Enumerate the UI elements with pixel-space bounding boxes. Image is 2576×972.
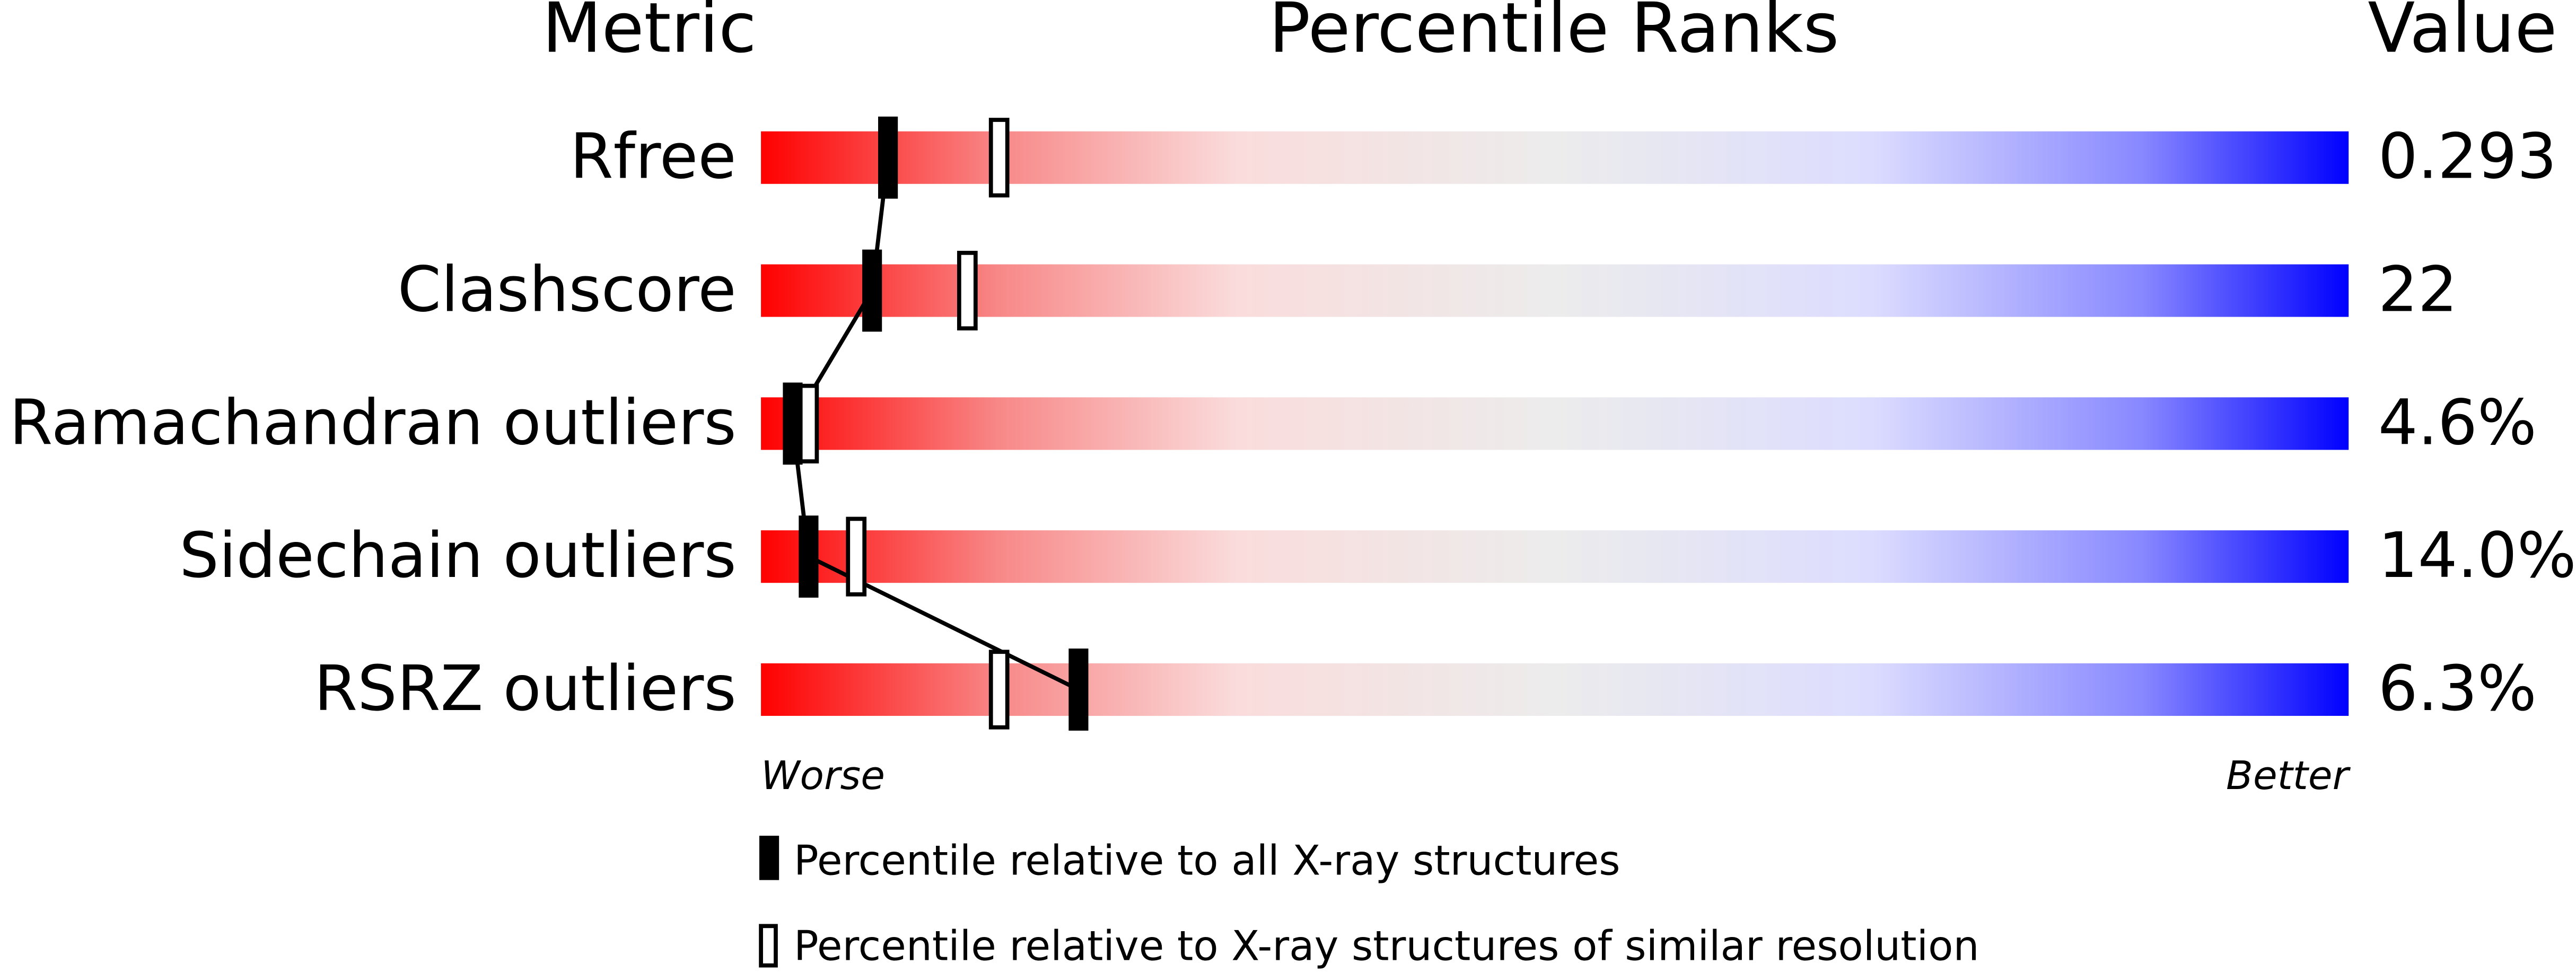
metric-value: 0.293: [2378, 120, 2557, 193]
metric-label: Ramachandran outliers: [10, 386, 737, 459]
legend-marker: [759, 836, 779, 880]
absolute-marker: [878, 116, 898, 199]
metric-value: 6.3%: [2378, 652, 2537, 725]
axis-max-label: Better: [2226, 752, 2351, 799]
relative-marker: [988, 650, 1010, 730]
absolute-marker: [1068, 649, 1089, 731]
legend-label: Percentile relative to X-ray structures …: [794, 923, 1979, 970]
metric-value: 14.0%: [2378, 519, 2576, 592]
absolute-marker: [862, 249, 882, 332]
metric-label: Sidechain outliers: [179, 519, 736, 592]
relative-marker: [798, 383, 819, 463]
chart-title: Percentile Ranks: [1269, 0, 1839, 68]
relative-marker: [957, 250, 978, 331]
relative-marker: [988, 118, 1010, 198]
legend-marker: [759, 924, 778, 968]
absolute-marker: [783, 382, 803, 465]
metric-header: Metric: [542, 0, 756, 68]
percentile-bar: [761, 530, 2349, 583]
metric-value: 4.6%: [2378, 386, 2537, 459]
value-header: Value: [2368, 0, 2557, 68]
percentile-bar: [761, 264, 2349, 317]
metric-value: 22: [2378, 253, 2458, 326]
relative-marker: [846, 516, 867, 597]
metric-label: RSRZ outliers: [314, 652, 736, 725]
metric-label: Rfree: [570, 120, 737, 193]
absolute-marker: [799, 515, 819, 598]
percentile-bar: [761, 397, 2349, 450]
legend-label: Percentile relative to all X-ray structu…: [794, 837, 1620, 885]
metric-label: Clashscore: [398, 253, 737, 326]
percentile-bar: [761, 131, 2349, 184]
percentile-bar: [761, 663, 2349, 716]
axis-min-label: Worse: [761, 752, 885, 799]
